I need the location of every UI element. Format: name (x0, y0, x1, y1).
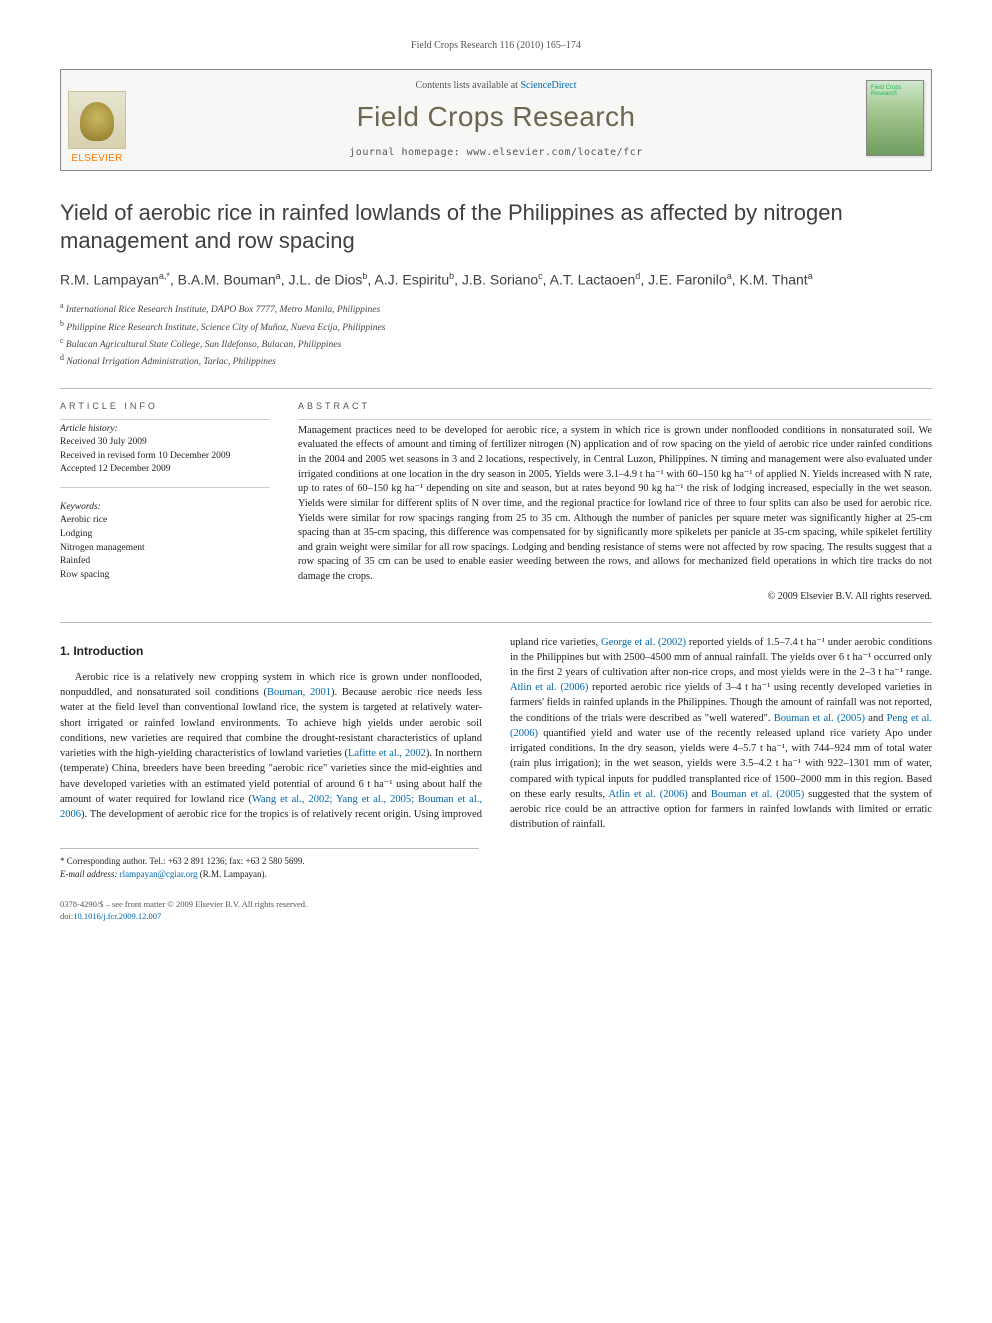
abstract-block: ABSTRACT Management practices need to be… (298, 401, 932, 602)
journal-homepage-line: journal homepage: www.elsevier.com/locat… (141, 147, 851, 158)
cover-thumb-label: Field Crops Research (871, 85, 919, 97)
section-heading-introduction: 1. Introduction (60, 643, 482, 660)
affiliation-line: c Bulacan Agricultural State College, Sa… (60, 335, 932, 352)
citation-link[interactable]: Bouman, 2001 (267, 687, 331, 698)
history-line: Received in revised form 10 December 200… (60, 450, 270, 464)
publisher-logo-text: ELSEVIER (71, 153, 122, 164)
masthead-center: Contents lists available at ScienceDirec… (133, 70, 859, 170)
body-paragraph: Aerobic rice is a relatively new croppin… (60, 635, 932, 833)
running-head: Field Crops Research 116 (2010) 165–174 (60, 40, 932, 51)
sciencedirect-link[interactable]: ScienceDirect (520, 80, 576, 91)
journal-masthead: ELSEVIER Contents lists available at Sci… (60, 69, 932, 171)
footnotes-block: * Corresponding author. Tel.: +63 2 891 … (60, 848, 479, 880)
publisher-logo-cell: ELSEVIER (61, 70, 133, 170)
contents-prefix: Contents lists available at (415, 80, 520, 91)
affiliation-line: b Philippine Rice Research Institute, Sc… (60, 318, 932, 335)
history-line: Accepted 12 December 2009 (60, 463, 270, 477)
thin-rule (60, 419, 270, 420)
body-text: and (865, 713, 887, 724)
doi-label: doi: (60, 911, 73, 921)
abstract-copyright: © 2009 Elsevier B.V. All rights reserved… (298, 591, 932, 602)
corresponding-email-line: E-mail address: rlampayan@cgiar.org (R.M… (60, 868, 479, 881)
homepage-url[interactable]: www.elsevier.com/locate/fcr (467, 147, 643, 158)
citation-link[interactable]: Lafitte et al., 2002 (348, 748, 426, 759)
keyword-item: Row spacing (60, 569, 270, 583)
keywords-list: Aerobic riceLodgingNitrogen managementRa… (60, 514, 270, 583)
bottom-matter: 0378-4290/$ – see front matter © 2009 El… (60, 899, 932, 923)
affiliation-line: d National Irrigation Administration, Ta… (60, 352, 932, 369)
citation-link[interactable]: Bouman et al. (2005) (711, 789, 804, 800)
keywords-label: Keywords: (60, 502, 270, 512)
elsevier-tree-icon (68, 91, 126, 149)
page-root: Field Crops Research 116 (2010) 165–174 … (0, 0, 992, 972)
article-info-row: ARTICLE INFO Article history: Received 3… (60, 401, 932, 602)
keyword-item: Aerobic rice (60, 514, 270, 528)
body-text: ). The development of aerobic rice (81, 809, 229, 820)
keyword-item: Rainfed (60, 555, 270, 569)
authors-line: R.M. Lampayana,*, B.A.M. Boumana, J.L. d… (60, 270, 932, 290)
journal-cover-thumb[interactable]: Field Crops Research (866, 80, 924, 156)
email-tail: (R.M. Lampayan). (198, 869, 267, 879)
article-info-heading: ARTICLE INFO (60, 401, 270, 411)
doi-link[interactable]: 10.1016/j.fcr.2009.12.007 (73, 911, 161, 921)
article-history-lines: Received 30 July 2009Received in revised… (60, 436, 270, 477)
citation-link[interactable]: Atlin et al. (2006) (510, 682, 588, 693)
citation-link[interactable]: Bouman et al. (2005) (774, 713, 865, 724)
thin-rule (298, 419, 932, 420)
journal-cover-cell: Field Crops Research (859, 70, 931, 170)
citation-link[interactable]: Atlin et al. (2006) (608, 789, 687, 800)
email-label: E-mail address: (60, 869, 120, 879)
affiliations-block: a International Rice Research Institute,… (60, 300, 932, 370)
divider-rule (60, 388, 932, 389)
homepage-prefix: journal homepage: (349, 147, 466, 158)
article-title: Yield of aerobic rice in rainfed lowland… (60, 199, 932, 254)
affiliation-line: a International Rice Research Institute,… (60, 300, 932, 317)
article-info-left: ARTICLE INFO Article history: Received 3… (60, 401, 270, 602)
issn-line: 0378-4290/$ – see front matter © 2009 El… (60, 899, 932, 911)
abstract-heading: ABSTRACT (298, 401, 932, 411)
email-link[interactable]: rlampayan@cgiar.org (120, 869, 198, 879)
thin-rule (60, 487, 270, 488)
corresponding-author: * Corresponding author. Tel.: +63 2 891 … (60, 855, 479, 868)
abstract-text: Management practices need to be develope… (298, 424, 932, 585)
keyword-item: Nitrogen management (60, 542, 270, 556)
history-line: Received 30 July 2009 (60, 436, 270, 450)
doi-line: doi:10.1016/j.fcr.2009.12.007 (60, 911, 932, 923)
citation-link[interactable]: George et al. (2002) (601, 637, 686, 648)
divider-rule (60, 622, 932, 623)
body-text: and (688, 789, 711, 800)
body-columns: 1. Introduction Aerobic rice is a relati… (60, 635, 932, 833)
article-history-label: Article history: (60, 424, 270, 434)
contents-list-line: Contents lists available at ScienceDirec… (141, 80, 851, 91)
journal-name: Field Crops Research (141, 101, 851, 133)
keyword-item: Lodging (60, 528, 270, 542)
